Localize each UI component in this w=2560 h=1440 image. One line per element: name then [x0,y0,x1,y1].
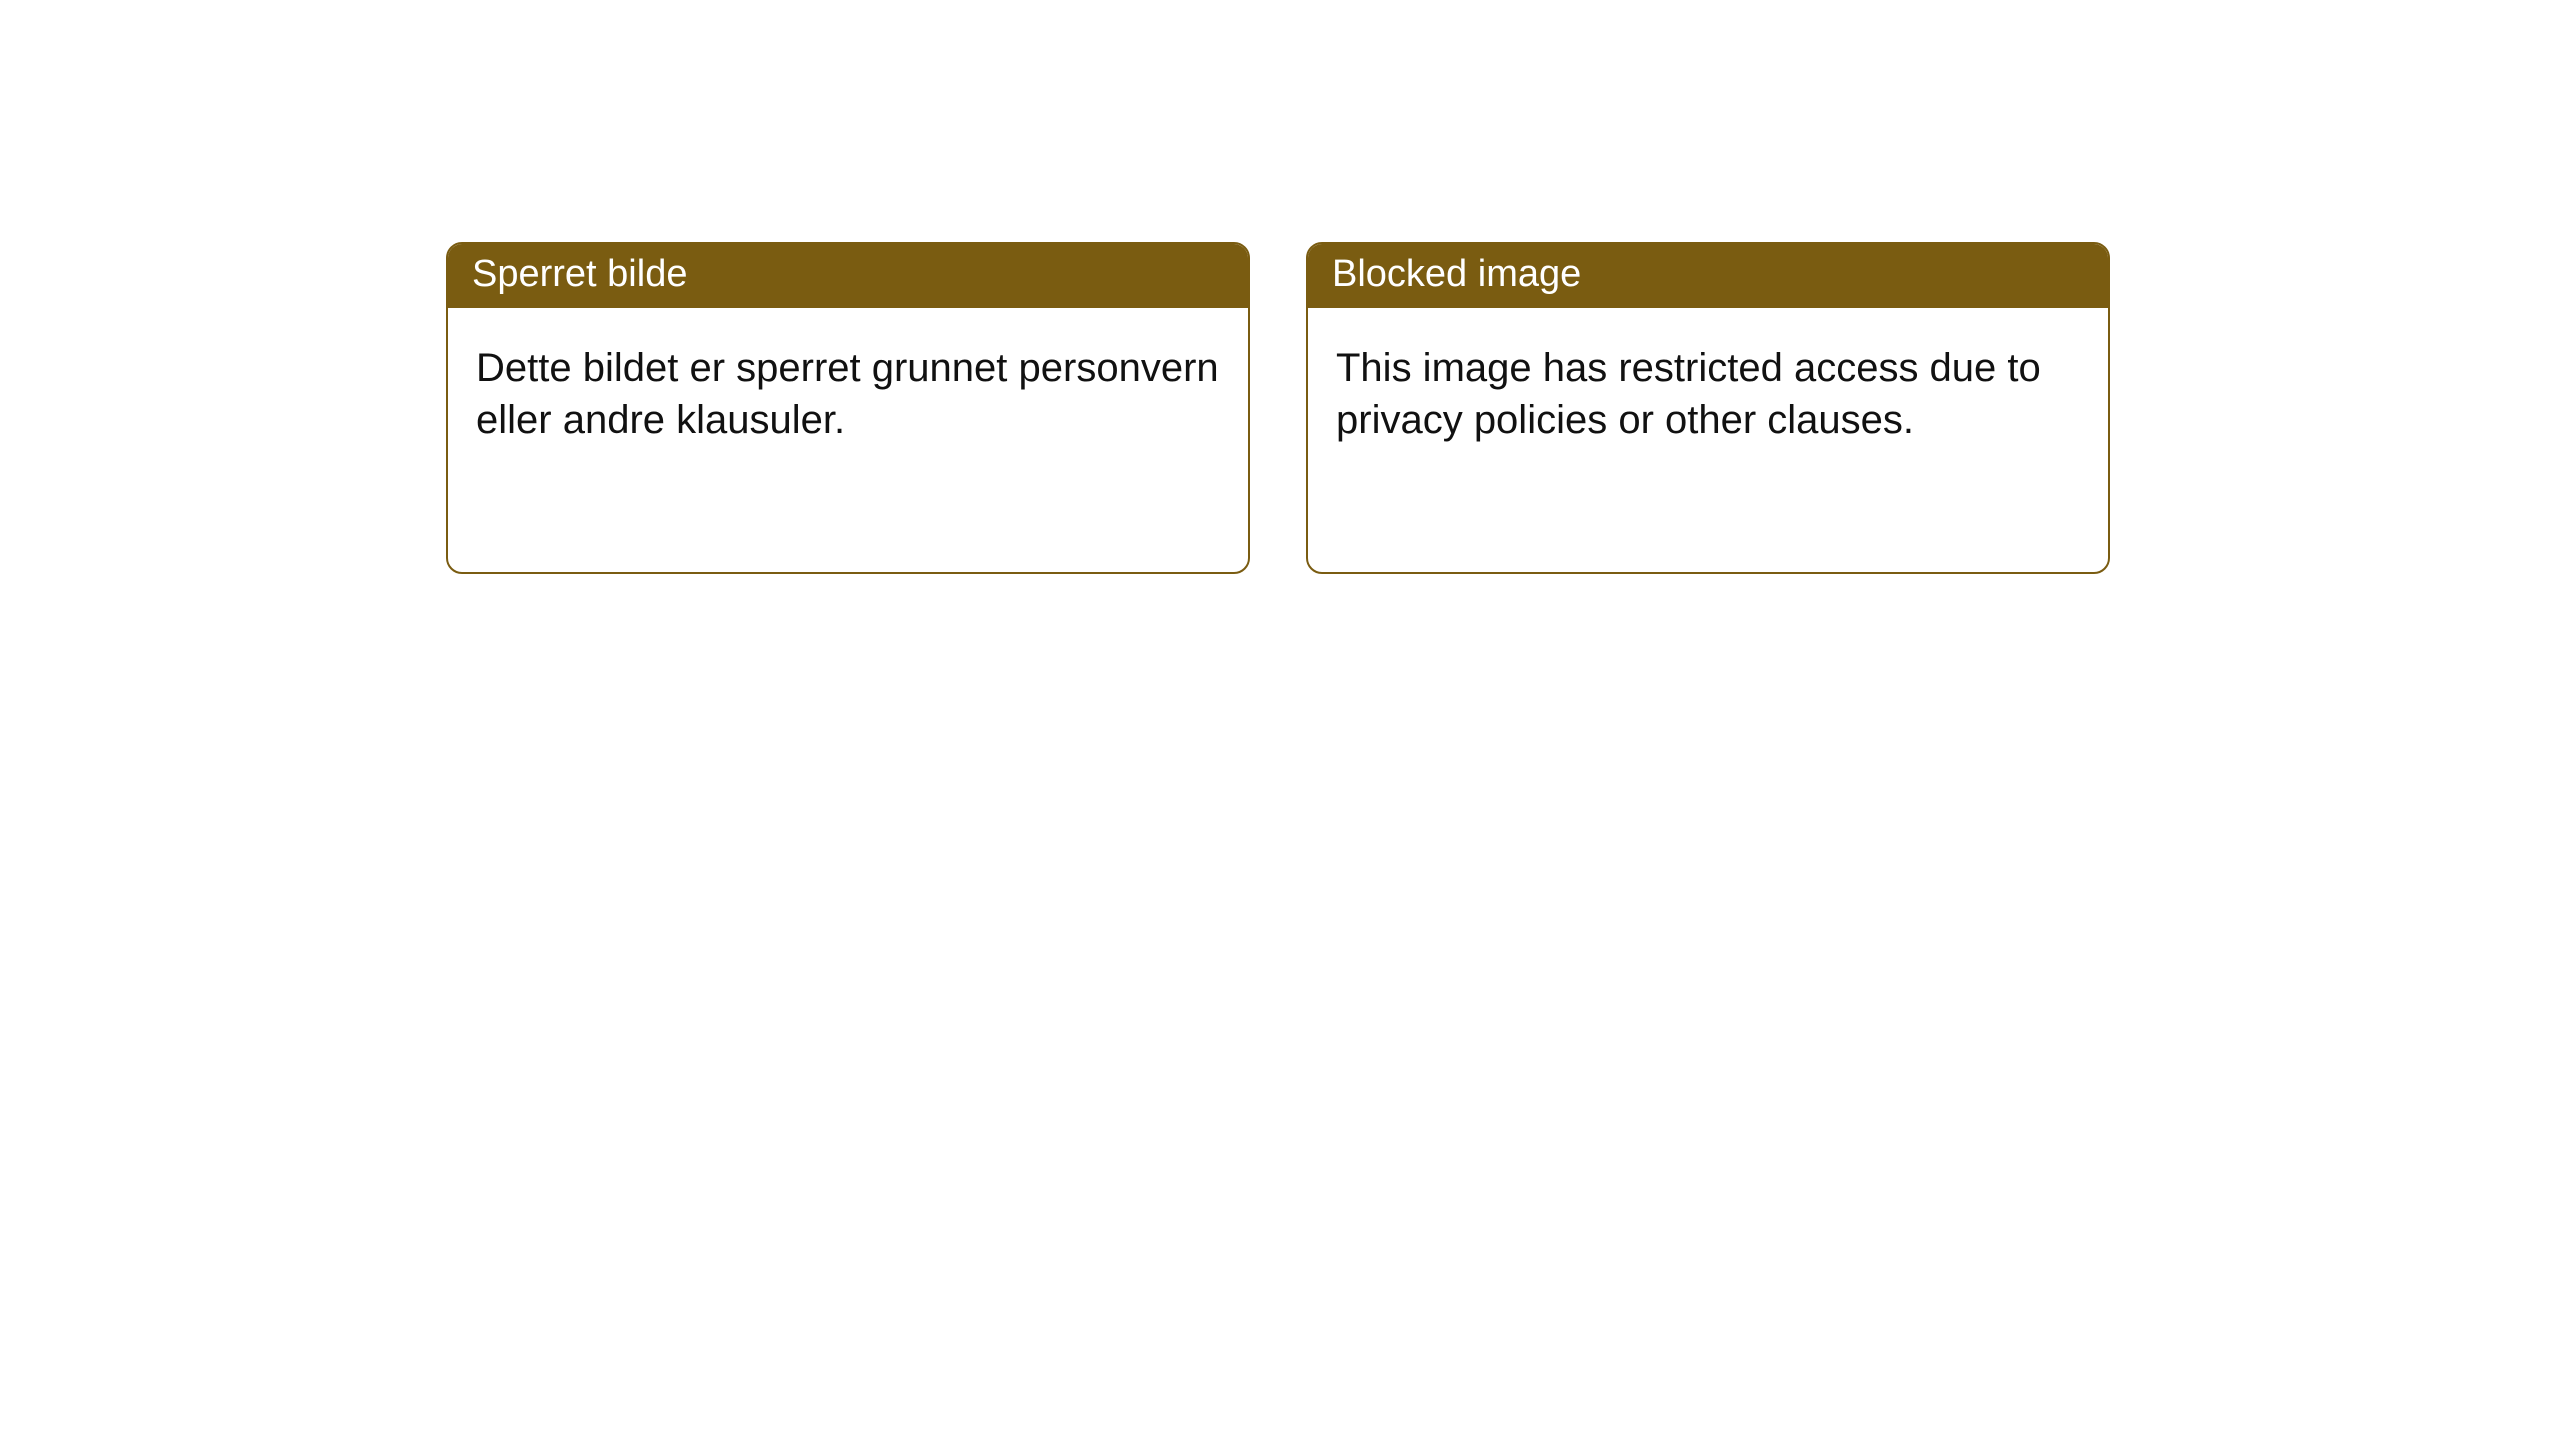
notice-card-english: Blocked image This image has restricted … [1306,242,2110,574]
notice-card-norwegian: Sperret bilde Dette bildet er sperret gr… [446,242,1250,574]
notice-body: Dette bildet er sperret grunnet personve… [448,308,1248,476]
notice-body: This image has restricted access due to … [1308,308,2108,476]
notice-header: Sperret bilde [448,244,1248,308]
notice-container: Sperret bilde Dette bildet er sperret gr… [446,242,2560,574]
notice-header: Blocked image [1308,244,2108,308]
